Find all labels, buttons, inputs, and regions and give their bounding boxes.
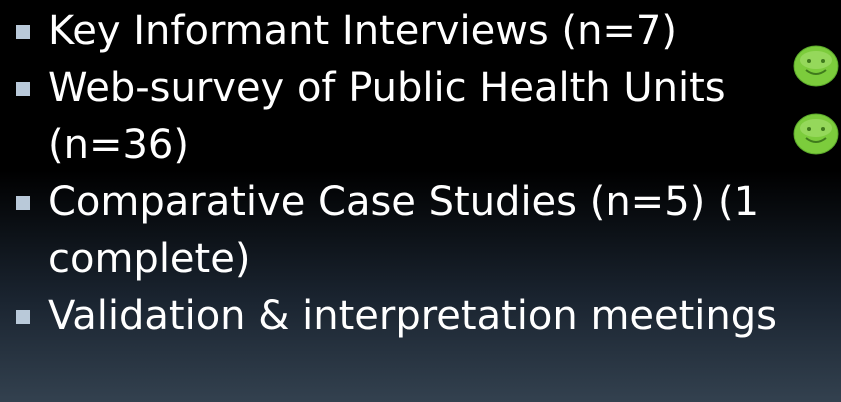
bullet: Comparative Case Studies (n=5) (1 comple… <box>0 174 800 288</box>
smiley-icon <box>793 45 839 87</box>
smiley-icon <box>793 113 839 155</box>
bullet: Key Informant Interviews (n=7) <box>0 3 800 60</box>
bullet: Validation & interpretation meetings <box>0 288 800 345</box>
bullet-list: Key Informant Interviews (n=7) Web-surve… <box>0 3 800 345</box>
bullet: Web-survey of Public Health Units (n=36) <box>0 60 800 174</box>
